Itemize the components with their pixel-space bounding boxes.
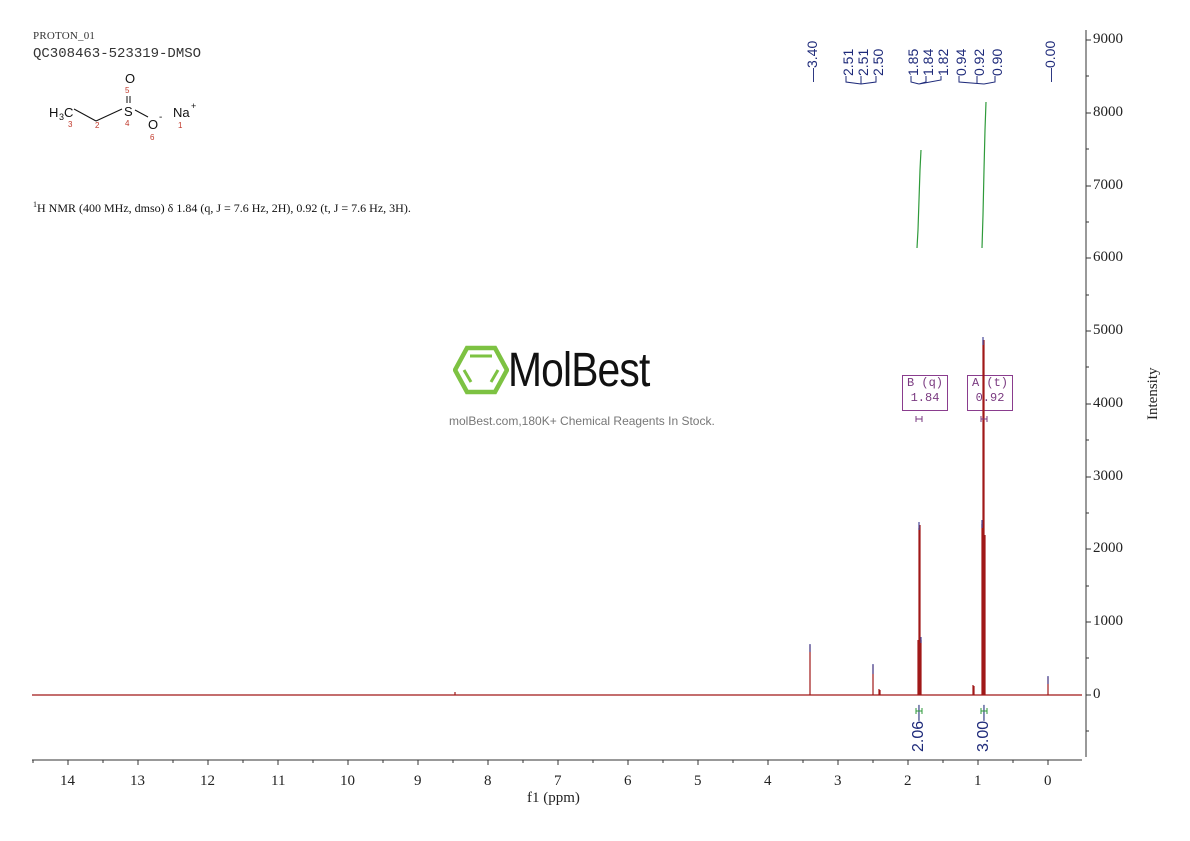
integral-markers bbox=[915, 708, 988, 714]
x-tick-label: 7 bbox=[554, 773, 562, 789]
svg-text:Na: Na bbox=[173, 105, 190, 120]
sample-id: QC308463-523319-DMSO bbox=[33, 46, 202, 62]
peak-connectors bbox=[845, 76, 996, 85]
x-tick-label: 1 bbox=[974, 773, 982, 789]
y-tick-label: 7000 bbox=[1093, 177, 1123, 193]
svg-text:6: 6 bbox=[150, 133, 155, 142]
svg-text:+: + bbox=[191, 101, 196, 111]
svg-text:H: H bbox=[49, 105, 58, 120]
y-tick-label: 1000 bbox=[1093, 613, 1123, 629]
x-tick-label: 3 bbox=[834, 773, 842, 789]
svg-text:3: 3 bbox=[68, 120, 73, 129]
multiplet-label: A (t) bbox=[971, 376, 1008, 390]
nmr-description: 1H NMR (400 MHz, dmso) δ 1.84 (q, J = 7.… bbox=[33, 200, 411, 216]
x-tick-label: 9 bbox=[414, 773, 422, 789]
svg-text:S: S bbox=[124, 104, 133, 119]
y-tick-label: 9000 bbox=[1093, 31, 1123, 47]
nmr-description-text: H NMR (400 MHz, dmso) δ 1.84 (q, J = 7.6… bbox=[37, 201, 411, 215]
watermark-brand: MolBest bbox=[508, 344, 650, 397]
x-tick-label: 14 bbox=[60, 773, 75, 789]
x-tick-label: 4 bbox=[764, 773, 772, 789]
y-tick-label: 0 bbox=[1093, 686, 1101, 702]
superscript-one: 1 bbox=[33, 200, 37, 209]
y-axis-label: Intensity bbox=[1145, 367, 1161, 421]
svg-text:O: O bbox=[125, 71, 135, 86]
x-axis-label: f1 (ppm) bbox=[527, 790, 580, 806]
spectrum-trace bbox=[32, 340, 1082, 696]
svg-text:5: 5 bbox=[125, 86, 130, 95]
multiplet-box-b: B (q) 1.84 bbox=[902, 375, 948, 411]
svg-text:3: 3 bbox=[59, 112, 64, 122]
svg-text:2: 2 bbox=[95, 121, 100, 130]
y-tick-label: 8000 bbox=[1093, 104, 1123, 120]
y-tick-label: 3000 bbox=[1093, 468, 1123, 484]
multiplet-label: B (q) bbox=[906, 376, 943, 390]
x-tick-label: 11 bbox=[271, 773, 286, 789]
multiplet-shift: 1.84 bbox=[910, 391, 940, 405]
x-tick-label: 13 bbox=[130, 773, 145, 789]
experiment-title: PROTON_01 bbox=[33, 30, 96, 42]
y-tick-label: 2000 bbox=[1093, 540, 1123, 556]
svg-text:O: O bbox=[148, 117, 158, 132]
y-tick-label: 4000 bbox=[1093, 395, 1123, 411]
x-tick-label: 5 bbox=[694, 773, 702, 789]
chemical-structure: O 5 S 4 H 3 C 3 2 O - 6 Na + 1 bbox=[49, 71, 196, 142]
x-axis bbox=[32, 759, 1082, 765]
peak-markers bbox=[809, 337, 1049, 684]
svg-text:1: 1 bbox=[178, 121, 183, 130]
svg-text:4: 4 bbox=[125, 119, 130, 128]
x-tick-label: 10 bbox=[340, 773, 355, 789]
y-tick-label: 5000 bbox=[1093, 322, 1123, 338]
svg-text:C: C bbox=[64, 105, 73, 120]
x-tick-label: 6 bbox=[624, 773, 632, 789]
x-tick-label: 8 bbox=[484, 773, 492, 789]
molbest-logo-icon bbox=[453, 345, 509, 395]
y-axis bbox=[1085, 30, 1091, 757]
x-tick-label: 2 bbox=[904, 773, 912, 789]
y-tick-label: 6000 bbox=[1093, 249, 1123, 265]
multiplet-markers bbox=[915, 416, 988, 422]
integral-curves bbox=[916, 101, 987, 249]
svg-text:-: - bbox=[159, 112, 162, 123]
x-tick-label: 0 bbox=[1044, 773, 1052, 789]
watermark-tagline: molBest.com,180K+ Chemical Reagents In S… bbox=[449, 414, 715, 428]
x-tick-label: 12 bbox=[200, 773, 215, 789]
